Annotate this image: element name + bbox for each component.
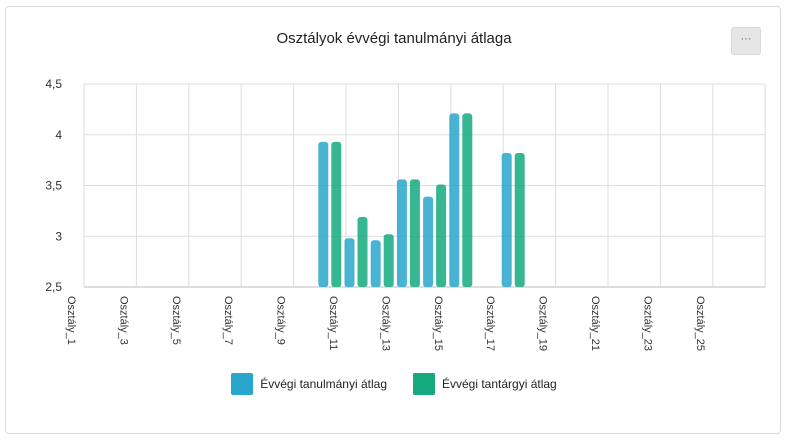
- x-tick-label: Osztály_23: [641, 296, 653, 351]
- x-tick-label: Osztály_5: [170, 296, 182, 345]
- bar-1: [344, 238, 355, 287]
- x-tick-label: Osztály_3: [117, 296, 129, 345]
- x-tick-label: Osztály_15: [432, 296, 444, 351]
- x-tick-label: Osztály_9: [275, 296, 287, 345]
- legend-swatch-series-1: [231, 373, 254, 395]
- bar-2: [514, 153, 525, 287]
- bar-2: [409, 179, 420, 287]
- x-tick-label: Osztály_25: [694, 296, 706, 351]
- legend-label-series-2: Évvégi tantárgyi átlag: [442, 377, 557, 391]
- bar-2: [331, 141, 342, 287]
- y-tick-label: 3,5: [45, 179, 62, 193]
- bar-1: [423, 196, 434, 287]
- bar-2: [357, 216, 368, 287]
- bar-1: [370, 240, 381, 287]
- chart-card: [5, 6, 781, 434]
- legend-item-series-1[interactable]: Évvégi tanulmányi átlag: [231, 373, 387, 395]
- more-horizontal-icon: ···: [740, 32, 752, 45]
- y-tick-label: 4,5: [45, 77, 62, 91]
- y-tick-label: 2,5: [45, 280, 62, 294]
- bar-1: [396, 179, 407, 287]
- x-tick-label: Osztály_13: [379, 296, 391, 351]
- x-tick-label: Osztály_17: [484, 296, 496, 351]
- legend-swatch-series-2: [413, 373, 435, 395]
- bar-2: [383, 234, 394, 287]
- legend-item-series-2[interactable]: Évvégi tantárgyi átlag: [413, 373, 557, 395]
- chart-title: Osztályok évvégi tanulmányi átlaga: [276, 30, 512, 47]
- bar-1: [318, 141, 329, 287]
- chart-legend: Évvégi tanulmányi átlag Évvégi tantárgyi…: [0, 373, 788, 395]
- bar-1: [449, 113, 460, 287]
- y-tick-label: 3: [55, 229, 62, 243]
- bar-2: [462, 113, 473, 287]
- x-tick-label: Osztály_1: [65, 296, 77, 345]
- chart-menu-button[interactable]: ···: [731, 27, 761, 55]
- x-tick-label: Osztály_21: [589, 296, 601, 351]
- bar-2: [436, 184, 447, 287]
- x-tick-label: Osztály_19: [537, 296, 549, 351]
- x-tick-label: Osztály_7: [222, 296, 234, 345]
- bar-1: [501, 153, 512, 287]
- y-tick-label: 4: [55, 128, 62, 142]
- x-tick-label: Osztály_11: [327, 296, 339, 350]
- legend-label-series-1: Évvégi tanulmányi átlag: [260, 377, 387, 391]
